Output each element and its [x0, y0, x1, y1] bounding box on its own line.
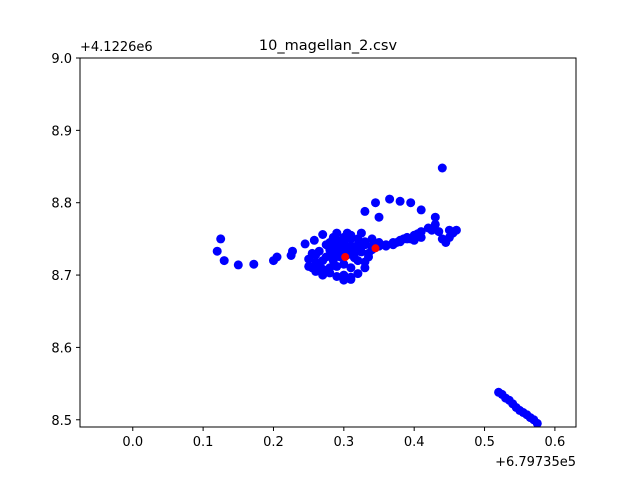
data-point [395, 237, 405, 247]
data-point [374, 212, 384, 222]
data-point [321, 252, 331, 262]
x-tick-label: 0.0 [122, 435, 143, 450]
data-point [444, 232, 454, 242]
data-point [434, 227, 444, 237]
data-point [307, 263, 317, 273]
data-point [342, 245, 352, 255]
y-tick-label: 8.8 [51, 197, 72, 212]
data-point [346, 263, 356, 273]
data-point [335, 240, 345, 250]
data-point [332, 272, 342, 281]
y-axis-offset-label: +4.1226e6 [80, 40, 153, 55]
x-axis-offset-label: +6.79735e5 [495, 455, 576, 470]
data-point [309, 235, 319, 245]
y-tick-label: 8.5 [51, 414, 72, 429]
data-point [437, 234, 447, 244]
data-point [381, 241, 391, 251]
data-point [360, 240, 370, 250]
data-point [288, 246, 297, 256]
x-tick-label: 0.1 [193, 435, 214, 450]
x-tick-label: 0.6 [545, 435, 566, 450]
data-point [532, 418, 542, 427]
data-point [328, 243, 338, 253]
data-point [353, 234, 363, 244]
data-point [360, 206, 370, 216]
y-axis-ticks: 8.5 8.6 8.7 8.8 8.9 9.0 [51, 52, 80, 429]
y-tick-label: 8.7 [51, 269, 72, 284]
data-point [451, 225, 461, 235]
data-point [318, 270, 328, 280]
data-point [216, 234, 226, 244]
data-point [300, 239, 310, 249]
x-tick-label: 0.2 [263, 435, 284, 450]
data-point [395, 196, 405, 206]
highlight-point [371, 244, 380, 253]
data-point [406, 198, 416, 208]
x-axis-ticks: 0.0 0.1 0.2 0.3 0.4 0.5 0.6 [122, 427, 565, 450]
data-point [346, 274, 356, 284]
data-point [318, 230, 328, 239]
data-point [219, 256, 229, 266]
data-point [314, 259, 324, 269]
x-tick-label: 0.4 [404, 435, 425, 450]
y-tick-label: 8.6 [51, 341, 72, 356]
data-point [349, 253, 359, 263]
data-point [367, 234, 377, 244]
data-point [360, 263, 370, 273]
data-point [385, 194, 395, 204]
data-point [304, 254, 314, 264]
data-point [364, 252, 373, 262]
data-point [311, 250, 321, 260]
y-tick-label: 9.0 [51, 52, 72, 67]
highlight-point [341, 253, 350, 261]
data-point [356, 247, 366, 257]
data-point [388, 240, 398, 250]
y-tick-label: 8.9 [51, 124, 72, 139]
data-point [427, 225, 437, 235]
plot-frame [79, 57, 577, 428]
data-point [353, 269, 363, 279]
data-point [325, 268, 335, 278]
data-point [346, 230, 356, 240]
data-point [328, 256, 338, 266]
x-tick-label: 0.3 [333, 435, 354, 450]
data-point [212, 246, 222, 256]
data-point [371, 198, 380, 208]
data-point [402, 234, 412, 244]
scatter-points [212, 163, 542, 427]
data-point [233, 260, 243, 270]
data-point [349, 243, 359, 253]
data-point [332, 228, 342, 238]
data-point [437, 163, 447, 173]
data-point [339, 275, 349, 285]
data-point [249, 259, 259, 269]
data-point [409, 235, 419, 245]
data-point [430, 212, 440, 222]
data-point [339, 259, 349, 269]
data-point [272, 252, 282, 262]
chart-title: 10_magellan_2.csv [259, 38, 398, 54]
x-tick-label: 0.5 [474, 435, 495, 450]
data-point [339, 232, 349, 242]
data-point [416, 205, 426, 215]
data-point [416, 232, 426, 242]
